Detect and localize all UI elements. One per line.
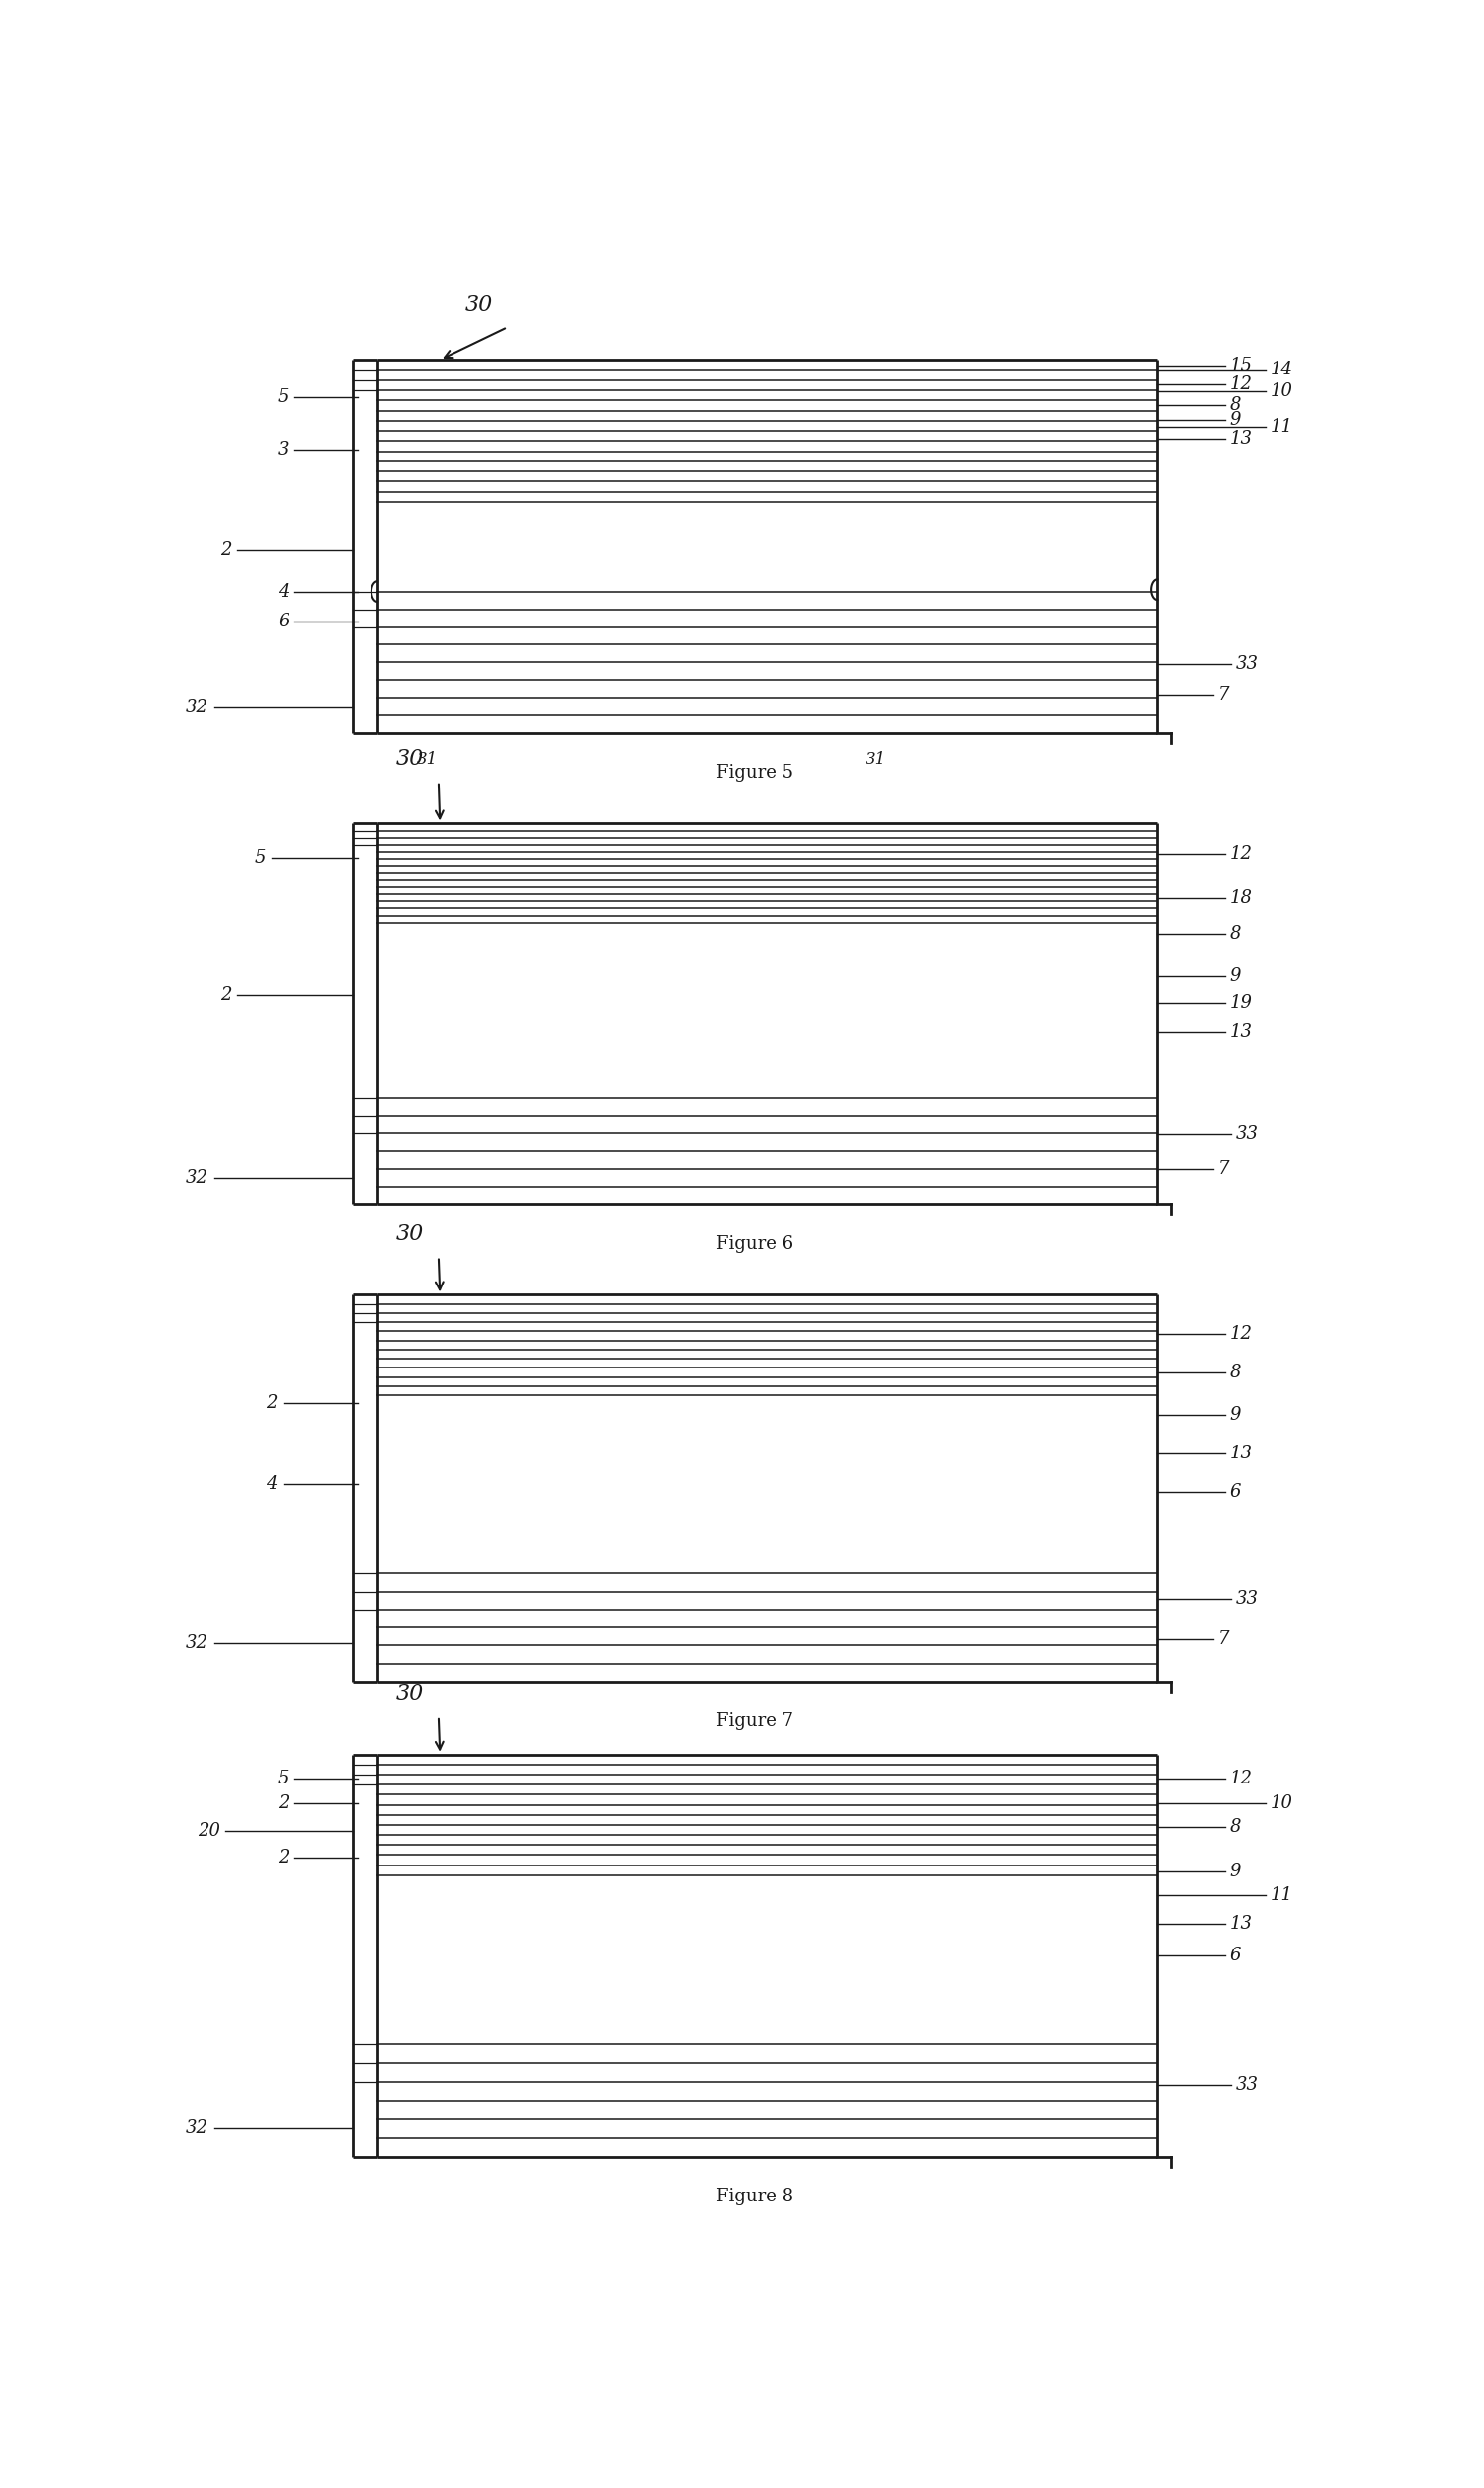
Text: 30: 30 — [396, 749, 424, 769]
Text: 30: 30 — [396, 1224, 424, 1244]
Text: 2: 2 — [266, 1393, 278, 1413]
Text: Figure 5: Figure 5 — [717, 764, 794, 781]
Text: 5: 5 — [255, 848, 266, 866]
Text: 32: 32 — [186, 699, 208, 717]
Text: 6: 6 — [278, 612, 289, 629]
Text: 30: 30 — [396, 1682, 424, 1704]
Text: 9: 9 — [1230, 1864, 1241, 1881]
Text: 5: 5 — [278, 1769, 289, 1786]
Text: 12: 12 — [1230, 846, 1252, 863]
Text: 8: 8 — [1230, 396, 1241, 413]
Text: 33: 33 — [1236, 2075, 1258, 2092]
Text: 2: 2 — [220, 542, 232, 560]
Text: 15: 15 — [1230, 356, 1252, 373]
Text: 14: 14 — [1270, 361, 1293, 378]
Text: 10: 10 — [1270, 383, 1293, 401]
Text: 30: 30 — [464, 294, 493, 316]
Text: 33: 33 — [1236, 1125, 1258, 1142]
Text: 13: 13 — [1230, 1916, 1252, 1933]
Text: 12: 12 — [1230, 376, 1252, 393]
Text: 32: 32 — [186, 2120, 208, 2137]
Text: 31: 31 — [417, 751, 438, 769]
Text: 4: 4 — [278, 582, 289, 600]
Text: 3: 3 — [278, 440, 289, 458]
Text: 9: 9 — [1230, 411, 1241, 428]
Text: 8: 8 — [1230, 1819, 1241, 1836]
Text: 33: 33 — [1236, 1590, 1258, 1607]
Text: 6: 6 — [1230, 1483, 1241, 1500]
Text: 19: 19 — [1230, 993, 1252, 1013]
Text: 33: 33 — [1236, 654, 1258, 674]
Text: 7: 7 — [1218, 1630, 1230, 1647]
Text: 32: 32 — [186, 1169, 208, 1187]
Text: 2: 2 — [220, 985, 232, 1005]
Text: 5: 5 — [278, 388, 289, 406]
Text: 32: 32 — [186, 1635, 208, 1652]
Text: 8: 8 — [1230, 1363, 1241, 1381]
Text: 7: 7 — [1218, 684, 1230, 704]
Text: 8: 8 — [1230, 926, 1241, 943]
Text: 13: 13 — [1230, 430, 1252, 448]
Text: 7: 7 — [1218, 1159, 1230, 1177]
Text: Figure 7: Figure 7 — [717, 1712, 794, 1729]
Text: 11: 11 — [1270, 418, 1293, 435]
Text: 9: 9 — [1230, 968, 1241, 985]
Text: 12: 12 — [1230, 1324, 1252, 1344]
Text: 9: 9 — [1230, 1406, 1241, 1423]
Text: 6: 6 — [1230, 1946, 1241, 1966]
Text: 13: 13 — [1230, 1023, 1252, 1040]
Text: 13: 13 — [1230, 1446, 1252, 1463]
Text: 20: 20 — [197, 1821, 220, 1839]
Text: Figure 6: Figure 6 — [717, 1237, 794, 1254]
Text: Figure 8: Figure 8 — [717, 2187, 794, 2204]
Text: 2: 2 — [278, 1849, 289, 1866]
Text: 31: 31 — [865, 751, 886, 769]
Text: 2: 2 — [278, 1794, 289, 1811]
Text: 10: 10 — [1270, 1794, 1293, 1811]
Text: 11: 11 — [1270, 1886, 1293, 1903]
Text: 12: 12 — [1230, 1769, 1252, 1786]
Text: 18: 18 — [1230, 888, 1252, 906]
Text: 4: 4 — [266, 1475, 278, 1493]
